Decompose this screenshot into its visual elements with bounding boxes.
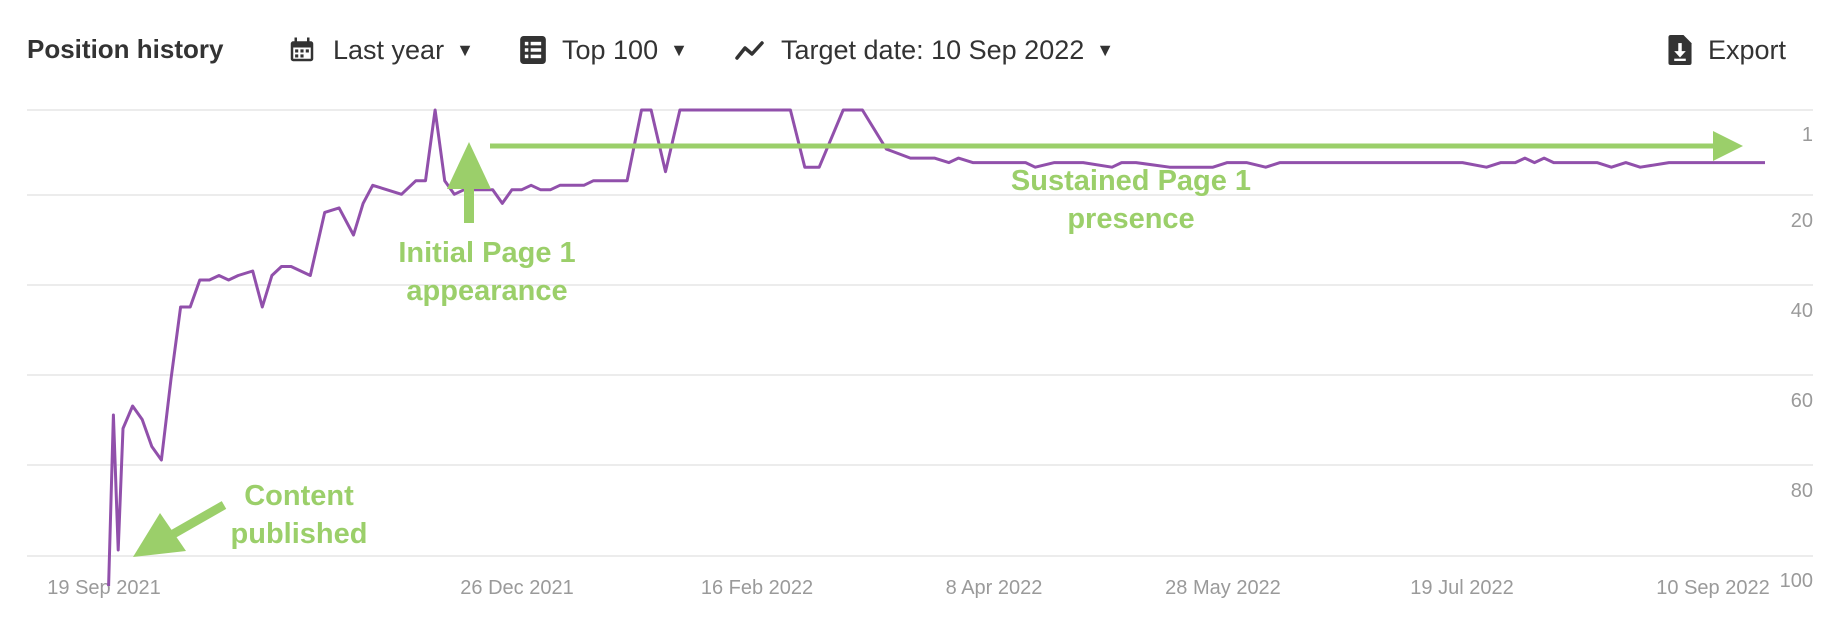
list-icon: [520, 36, 546, 64]
annotation-sustained-line1: Sustained Page 1: [1011, 165, 1251, 197]
export-label: Export: [1708, 34, 1787, 65]
position-series-line: [107, 108, 1765, 587]
x-axis-ticks: 19 Sep 2021 26 Dec 2021 16 Feb 2022 8 Apr 2…: [47, 577, 1769, 599]
y-axis-ticks: 1 20 40 60 80 100: [1780, 124, 1813, 592]
top-dropdown[interactable]: Top 100 ▼: [520, 33, 688, 67]
x-tick-label: 19 Jul 2022: [1410, 577, 1513, 599]
y-tick-label: 20: [1791, 210, 1813, 232]
annotation-initial-line1: Initial Page 1: [398, 237, 575, 269]
chart-grid: [27, 109, 1813, 557]
page-title: Position history: [27, 34, 224, 64]
export-button[interactable]: Export: [1668, 33, 1786, 67]
y-tick-label: 100: [1780, 570, 1813, 592]
top-label: Top 100: [562, 34, 659, 65]
initial-arrow: [447, 142, 491, 189]
content-arrow: [133, 513, 186, 557]
target-date-label: Target date: 10 Sep 2022: [781, 34, 1085, 65]
y-tick-label: 60: [1791, 390, 1813, 412]
target-date-dropdown[interactable]: Target date: 10 Sep 2022 ▼: [735, 33, 1114, 67]
period-label: Last year: [333, 34, 445, 65]
x-tick-label: 16 Feb 2022: [701, 577, 813, 599]
annotation-initial: Initial Page 1 appearance: [398, 142, 576, 307]
chevron-down-icon: ▼: [1096, 39, 1115, 60]
chevron-down-icon: ▼: [670, 39, 688, 60]
download-file-icon: [1668, 35, 1692, 65]
annotation-initial-line2: appearance: [406, 275, 567, 307]
x-tick-label: 10 Sep 2022: [1656, 577, 1769, 599]
trend-line-icon: [735, 41, 764, 60]
y-tick-label: 80: [1791, 480, 1813, 502]
calendar-icon: [290, 37, 314, 62]
period-dropdown[interactable]: Last year ▼: [287, 33, 474, 67]
annotation-content-line1: Content: [244, 480, 354, 512]
y-tick-label: 1: [1802, 124, 1813, 146]
x-tick-label: 28 May 2022: [1165, 577, 1281, 599]
annotation-content-line2: published: [231, 518, 368, 550]
annotation-content: Content published: [133, 480, 367, 557]
x-tick-label: 26 Dec 2021: [460, 577, 573, 599]
annotation-sustained: Sustained Page 1 presence: [490, 131, 1743, 235]
y-tick-label: 40: [1791, 300, 1813, 322]
chevron-down-icon: ▼: [456, 39, 474, 60]
annotation-sustained-line2: presence: [1067, 203, 1194, 235]
x-tick-label: 8 Apr 2022: [946, 577, 1043, 599]
toolbar: Position history Last year ▼ Top 100 ▼: [0, 0, 1842, 100]
x-tick-label: 19 Sep 2021: [47, 577, 160, 599]
